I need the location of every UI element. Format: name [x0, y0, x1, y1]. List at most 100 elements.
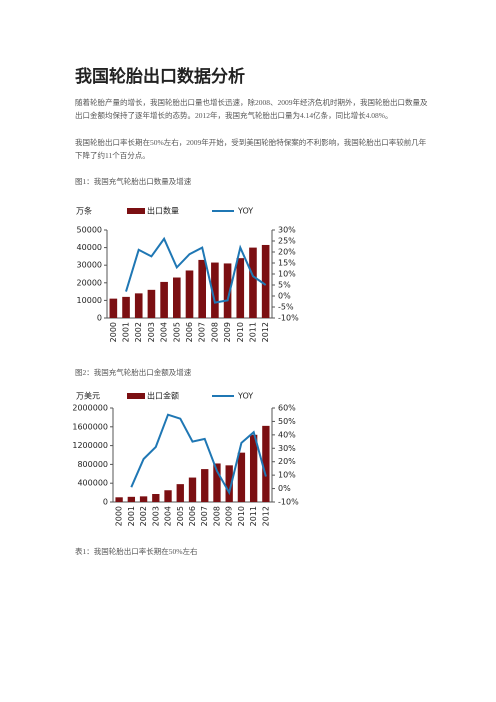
bar [164, 490, 172, 502]
y2-tick-label: 30% [278, 226, 296, 235]
x-tick-label: 2010 [237, 506, 246, 526]
x-tick-label: 2007 [200, 506, 209, 526]
x-tick-label: 2012 [261, 506, 270, 526]
line-series [130, 413, 267, 496]
unit-label: 万条 [76, 206, 92, 216]
y2-tick-label: 10% [278, 270, 296, 279]
bar [249, 247, 257, 318]
y-tick-label: 10000 [77, 296, 102, 305]
legend-label: 出口数量 [147, 206, 179, 216]
legend-swatch [127, 393, 145, 399]
bar [122, 296, 130, 318]
y-tick-label: 2000000 [72, 404, 108, 413]
x-tick-label: 2000 [109, 322, 118, 342]
x-tick-label: 2010 [236, 322, 245, 342]
line-series [125, 236, 267, 304]
y2-tick-label: 40% [278, 430, 296, 439]
y2-tick-label: -10% [278, 498, 299, 507]
legend-swatch [127, 208, 145, 214]
x-tick-label: 2002 [134, 322, 143, 342]
bar [127, 496, 136, 502]
bar [236, 258, 245, 318]
x-tick-label: 2008 [212, 506, 221, 526]
bar [147, 289, 156, 318]
y2-tick-label: 20% [278, 457, 296, 466]
bar [225, 465, 233, 502]
y-tick-label: 400000 [77, 479, 108, 488]
x-tick-label: 2009 [225, 506, 234, 526]
bar [109, 298, 118, 318]
bar [139, 496, 148, 502]
y-tick-label: 20000 [77, 278, 102, 287]
y-tick-label: 1600000 [72, 422, 108, 431]
y2-tick-label: 15% [278, 259, 296, 268]
x-tick-label: 2001 [122, 322, 131, 342]
x-tick-label: 2011 [249, 506, 258, 526]
legend-label: 出口金额 [147, 391, 179, 401]
x-tick-label: 2008 [210, 322, 219, 342]
x-tick-label: 2005 [176, 506, 185, 526]
y2-tick-label: 10% [278, 471, 296, 480]
x-tick-label: 2006 [188, 506, 197, 526]
y-tick-label: 0 [103, 498, 108, 507]
x-tick-label: 2003 [151, 506, 160, 526]
x-tick-label: 2009 [223, 322, 232, 342]
x-tick-label: 2006 [185, 322, 194, 342]
x-tick-label: 2004 [164, 506, 173, 526]
doc-title: 我国轮胎出口数据分析 [75, 67, 245, 87]
legend-label: YOY [237, 207, 253, 216]
x-tick-label: 2012 [261, 322, 270, 342]
paragraph: 我国轮胎出口率长期在50%左右，2009年开始，受到美国轮胎特保案的不利影响，我… [75, 138, 427, 160]
legend-label: YOY [237, 392, 253, 401]
y2-tick-label: 0% [278, 484, 291, 493]
bar [201, 469, 209, 502]
bar [185, 270, 194, 318]
bar [134, 293, 143, 318]
unit-label: 万美元 [76, 391, 100, 401]
y2-tick-label: -10% [278, 314, 299, 323]
bar [173, 277, 181, 318]
bar [188, 477, 197, 502]
bar [160, 281, 168, 318]
bar [213, 463, 221, 502]
x-tick-label: 2001 [127, 506, 136, 526]
bar [261, 244, 270, 318]
y-tick-label: 30000 [77, 261, 102, 270]
bar [115, 497, 123, 502]
y2-tick-label: 25% [278, 237, 296, 246]
y2-tick-label: -5% [278, 303, 294, 312]
chart: 0 400000 800000 1200000 1600000 2000000 -10% 0%… [72, 391, 299, 527]
x-tick-label: 2002 [139, 506, 148, 526]
bar [211, 262, 219, 318]
x-tick-label: 2004 [160, 322, 169, 342]
bar [223, 263, 232, 318]
x-tick-label: 2007 [198, 322, 207, 342]
y2-tick-label: 20% [278, 248, 296, 257]
y-tick-label: 0 [97, 314, 102, 323]
paragraph: 随着轮胎产量的增长，我国轮胎出口量也增长迅速，除2008、2009年经济危机时期… [75, 98, 428, 120]
y-tick-label: 800000 [77, 460, 108, 469]
y2-tick-label: 5% [278, 281, 291, 290]
x-tick-label: 2003 [147, 322, 156, 342]
table-caption: 表1：我国轮胎出口率长期在50%左右 [75, 547, 198, 556]
y2-tick-label: 30% [278, 444, 296, 453]
x-tick-label: 2005 [172, 322, 181, 342]
y2-tick-label: 0% [278, 292, 291, 301]
bar [152, 494, 160, 502]
y-tick-label: 50000 [77, 226, 102, 235]
y2-tick-label: 50% [278, 417, 296, 426]
figure-caption: 图1：我国充气轮胎出口数量及增速 [75, 177, 192, 186]
y-tick-label: 40000 [77, 243, 102, 252]
bar [262, 425, 270, 502]
bar [237, 452, 246, 502]
bar [176, 484, 184, 502]
bar [249, 434, 258, 502]
bar [198, 259, 206, 318]
figure-caption: 图2：我国充气轮胎出口金额及增速 [75, 368, 192, 377]
chart: 0 10000 20000 30000 40000 50000 -10% -5% 0% 5% 10%… [76, 206, 299, 343]
x-tick-label: 2011 [248, 322, 257, 342]
y2-tick-label: 60% [278, 404, 296, 413]
x-tick-label: 2000 [115, 506, 124, 526]
y-tick-label: 1200000 [72, 441, 108, 450]
